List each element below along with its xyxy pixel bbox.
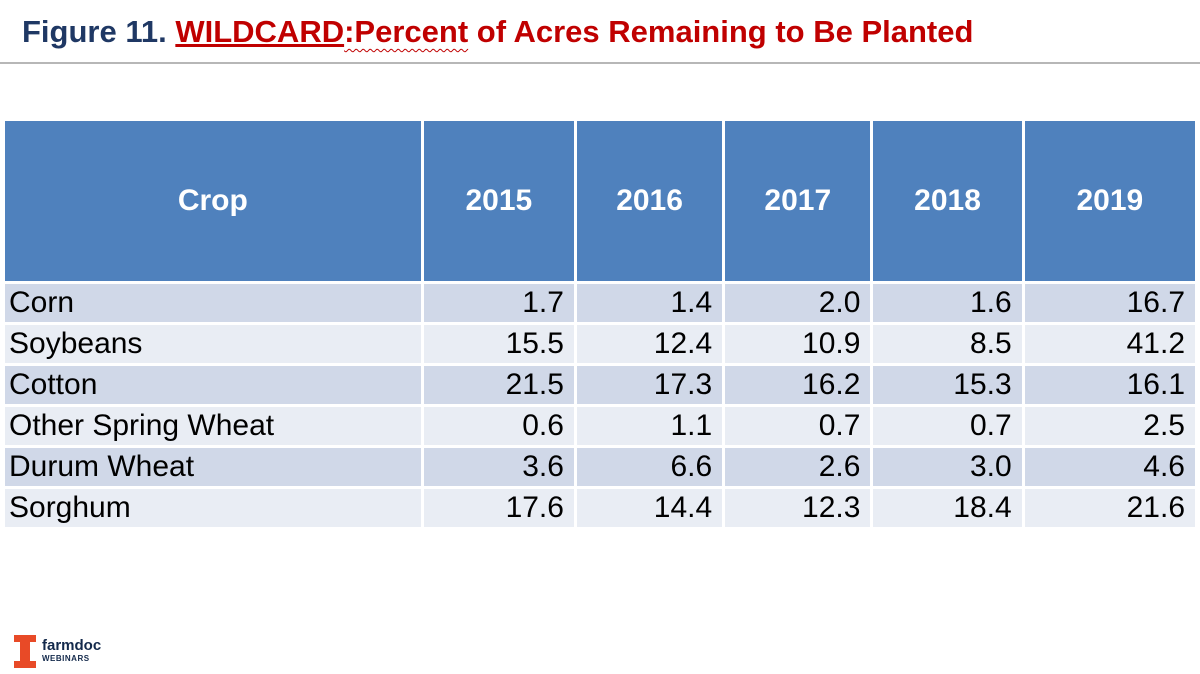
title-highlight: WILDCARD xyxy=(175,14,345,49)
title-prefix: Figure 11. xyxy=(22,14,176,49)
table-row: Soybeans 15.5 12.4 10.9 8.5 41.2 xyxy=(5,325,1195,363)
illinois-i-icon xyxy=(14,635,36,642)
table-cell: 15.5 xyxy=(423,325,574,363)
table-cell: 17.6 xyxy=(423,489,574,527)
table-cell: 16.1 xyxy=(1024,366,1195,404)
table-row: Other Spring Wheat 0.6 1.1 0.7 0.7 2.5 xyxy=(5,407,1195,445)
title-wavy-segment: :Percent xyxy=(344,14,469,49)
table-cell: 1.7 xyxy=(423,284,574,322)
table-header-row: Crop 2015 2016 2017 2018 2019 xyxy=(5,121,1195,281)
title-divider xyxy=(0,62,1200,64)
illinois-i-icon-base xyxy=(14,661,36,668)
table-cell: 12.3 xyxy=(725,489,871,527)
table-cell: 0.7 xyxy=(873,407,1022,445)
table-cell: 10.9 xyxy=(725,325,871,363)
table-cell: 41.2 xyxy=(1024,325,1195,363)
crop-name: Soybeans xyxy=(5,325,421,363)
table-cell: 21.5 xyxy=(423,366,574,404)
logo-subtitle: WEBINARS xyxy=(42,654,90,663)
table-cell: 0.6 xyxy=(423,407,574,445)
table-cell: 3.0 xyxy=(873,448,1022,486)
header-year: 2016 xyxy=(576,121,723,281)
crop-name: Corn xyxy=(5,284,421,322)
table-cell: 1.4 xyxy=(576,284,723,322)
crop-name: Sorghum xyxy=(5,489,421,527)
table-cell: 6.6 xyxy=(576,448,723,486)
header-year: 2015 xyxy=(423,121,574,281)
table-cell: 18.4 xyxy=(873,489,1022,527)
header-year: 2018 xyxy=(873,121,1022,281)
illinois-i-icon-stem xyxy=(20,640,30,663)
table-cell: 2.0 xyxy=(725,284,871,322)
acres-table: Crop 2015 2016 2017 2018 2019 Corn 1.7 1… xyxy=(2,118,1198,530)
table-row: Cotton 21.5 17.3 16.2 15.3 16.1 xyxy=(5,366,1195,404)
table-cell: 16.2 xyxy=(725,366,871,404)
table-row: Corn 1.7 1.4 2.0 1.6 16.7 xyxy=(5,284,1195,322)
title-rest: of Acres Remaining to Be Planted xyxy=(468,14,974,49)
crop-name: Durum Wheat xyxy=(5,448,421,486)
table-cell: 2.5 xyxy=(1024,407,1195,445)
logo-name: farmdoc xyxy=(42,637,102,654)
table-cell: 1.6 xyxy=(873,284,1022,322)
table-row: Durum Wheat 3.6 6.6 2.6 3.0 4.6 xyxy=(5,448,1195,486)
table-cell: 3.6 xyxy=(423,448,574,486)
slide-title: Figure 11. WILDCARD:Percent of Acres Rem… xyxy=(22,10,973,54)
table-cell: 8.5 xyxy=(873,325,1022,363)
table-cell: 1.1 xyxy=(576,407,723,445)
table-cell: 15.3 xyxy=(873,366,1022,404)
header-year: 2017 xyxy=(725,121,871,281)
header-year: 2019 xyxy=(1024,121,1195,281)
table-cell: 0.7 xyxy=(725,407,871,445)
table-cell: 14.4 xyxy=(576,489,723,527)
farmdoc-logo: farmdoc WEBINARS xyxy=(14,635,124,669)
table-cell: 12.4 xyxy=(576,325,723,363)
table-cell: 2.6 xyxy=(725,448,871,486)
crop-name: Cotton xyxy=(5,366,421,404)
table-cell: 17.3 xyxy=(576,366,723,404)
table-cell: 16.7 xyxy=(1024,284,1195,322)
table-cell: 21.6 xyxy=(1024,489,1195,527)
table-cell: 4.6 xyxy=(1024,448,1195,486)
crop-name: Other Spring Wheat xyxy=(5,407,421,445)
table-row: Sorghum 17.6 14.4 12.3 18.4 21.6 xyxy=(5,489,1195,527)
header-crop: Crop xyxy=(5,121,421,281)
